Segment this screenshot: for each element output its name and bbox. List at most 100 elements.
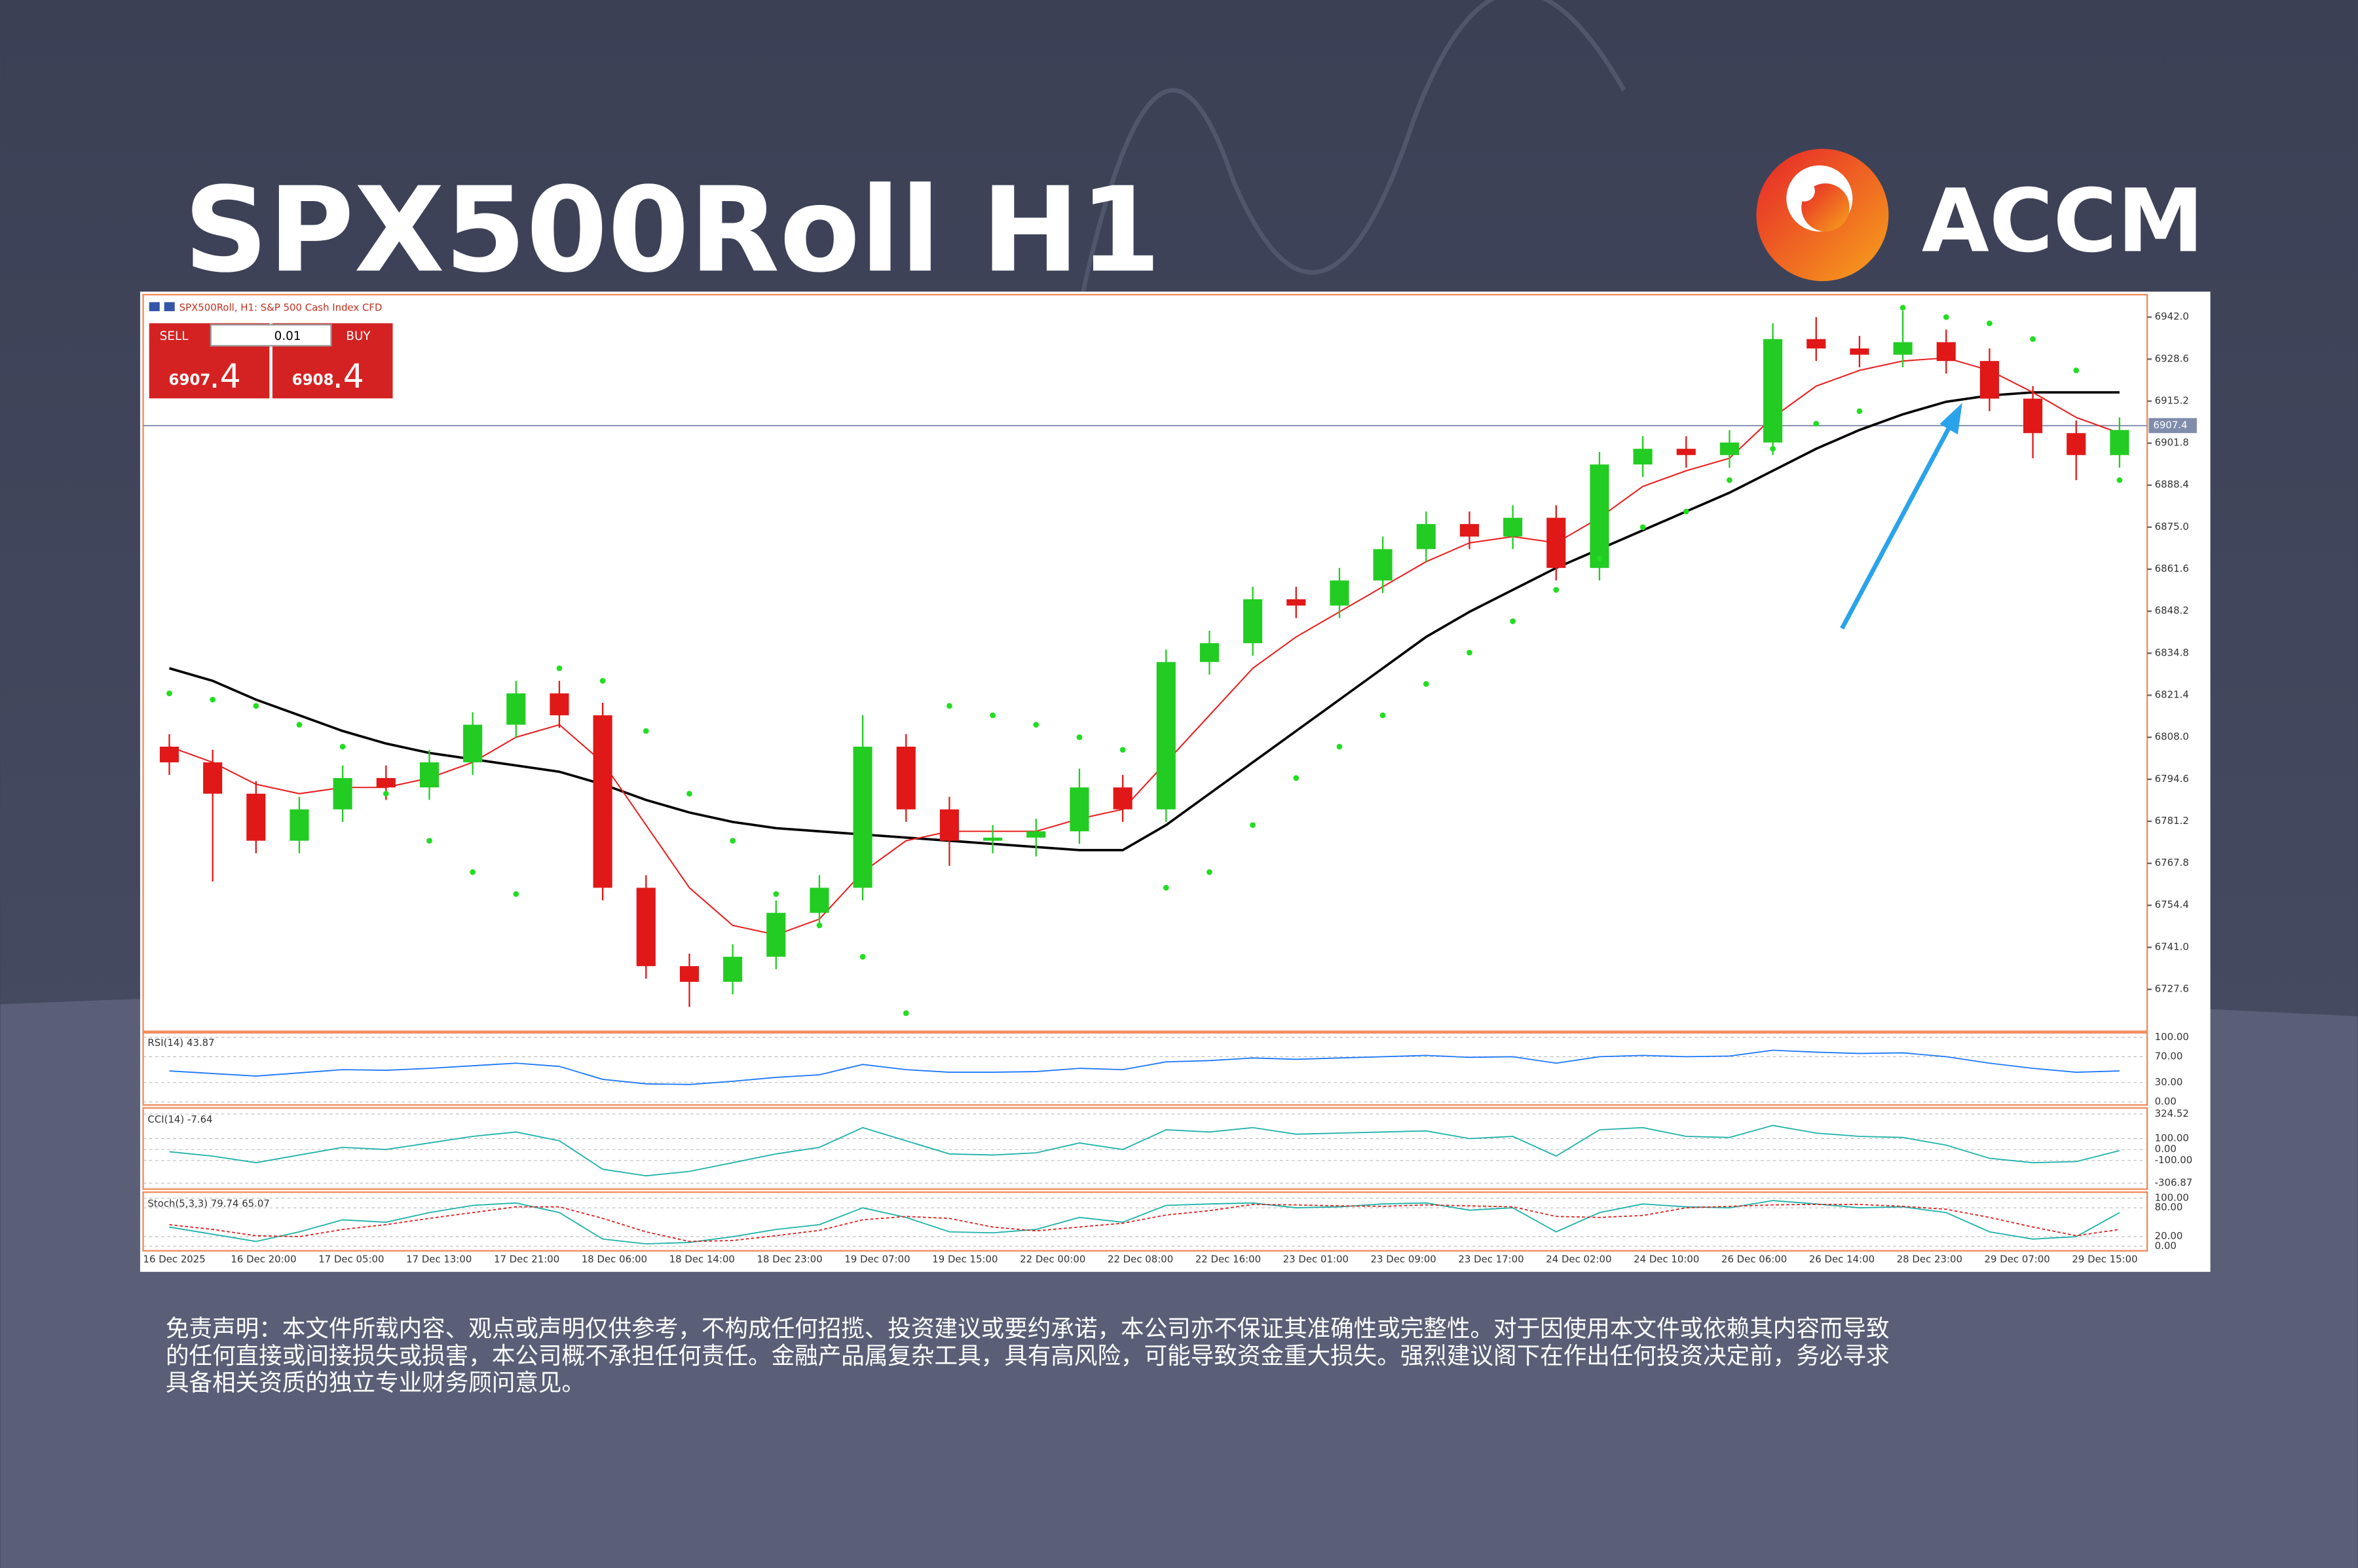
x-tick-label: 22 Dec 00:00 (1020, 1253, 1085, 1265)
indicator-tick-label: 100.00 (2155, 1031, 2189, 1043)
x-tick-label: 19 Dec 07:00 (844, 1253, 910, 1265)
disclaimer-line: 具备相关资质的独立专业财务顾问意见。 (166, 1370, 585, 1396)
candle-body (1070, 787, 1089, 832)
sar-dot (426, 838, 432, 844)
y-tick-label: 6834.8 (2155, 646, 2189, 658)
x-tick-label: 28 Dec 23:00 (1897, 1253, 1962, 1265)
sar-dot (166, 690, 172, 696)
indicator-tick-label: 20.00 (2155, 1230, 2183, 1242)
candle-body (1806, 339, 1826, 349)
candle-body (1590, 464, 1609, 569)
candle-body (1416, 524, 1436, 550)
y-tick-label: 6781.2 (2155, 815, 2189, 827)
candle-body (1979, 361, 1999, 399)
candle-body (376, 777, 396, 788)
candle-body (1546, 517, 1566, 569)
sar-dot (730, 838, 736, 844)
indicator-tick-label: 80.00 (2155, 1201, 2183, 1213)
candle-body (896, 746, 916, 810)
candle-body (2023, 398, 2043, 434)
sar-dot (1033, 722, 1039, 728)
candle-body (766, 912, 786, 957)
sar-dot (686, 791, 692, 797)
panel-border (142, 1107, 2148, 1190)
sar-dot (859, 954, 866, 960)
candle-body (246, 793, 266, 841)
panel-border (142, 293, 2148, 1032)
logo-text: ACCM (1922, 170, 2204, 272)
indicator-label: Stoch(5,3,3) 79.74 65.07 (147, 1198, 269, 1210)
candle-body (723, 956, 743, 982)
candle-body (810, 887, 829, 913)
candle-body (1286, 599, 1306, 606)
sar-dot (470, 869, 476, 875)
moving-average (169, 357, 2120, 936)
sar-dot (1900, 305, 1906, 311)
x-tick-label: 16 Dec 2025 (143, 1253, 206, 1265)
sar-dot (253, 703, 259, 709)
sar-dot (1423, 681, 1429, 687)
x-tick-label: 24 Dec 10:00 (1634, 1253, 1699, 1265)
x-tick-label: 17 Dec 21:00 (494, 1253, 559, 1265)
disclaimer: 免责声明：本文件所载内容、观点或声明仅供参考，不构成任何招揽、投资建议或要约承诺… (166, 1316, 1890, 1397)
candle-body (593, 715, 612, 888)
x-tick-label: 22 Dec 16:00 (1195, 1253, 1261, 1265)
sar-dot (339, 743, 346, 750)
sell-label: SELL (160, 329, 189, 343)
sar-dot (513, 891, 519, 897)
indicator-tick-label: 70.00 (2155, 1050, 2183, 1062)
annotation-arrow (1840, 403, 1962, 630)
sar-dot (1987, 320, 1993, 327)
trade-panel[interactable]: SELL BUY 0.01 6907 .4 6908 .4 (149, 323, 393, 399)
y-tick-label: 6928.6 (2155, 352, 2189, 364)
sar-dot (1336, 743, 1343, 750)
logo-mark (1793, 180, 1815, 202)
sar-dot (1510, 618, 1516, 624)
indicator-label: CCI(14) -7.64 (147, 1113, 212, 1125)
y-tick-label: 6888.4 (2155, 479, 2189, 491)
x-tick-label: 18 Dec 14:00 (669, 1253, 735, 1265)
candle-body (203, 762, 223, 794)
indicator-line (169, 1200, 2120, 1245)
sar-dot (1639, 524, 1646, 531)
y-tick-label: 6861.6 (2155, 563, 2189, 574)
y-tick-label: 6942.0 (2155, 310, 2189, 322)
candle-body (1719, 442, 1739, 455)
sar-dot (643, 728, 649, 734)
candle-body (333, 777, 352, 810)
lot-input[interactable] (210, 324, 332, 347)
x-tick-label: 23 Dec 09:00 (1371, 1253, 1436, 1265)
indicator-tick-label: -100.00 (2155, 1154, 2193, 1166)
candle-body (2110, 430, 2129, 455)
indicator-tick-label: -306.87 (2155, 1176, 2193, 1188)
x-tick-label: 23 Dec 01:00 (1283, 1253, 1349, 1265)
sar-dot (1943, 314, 1949, 320)
icon (164, 302, 175, 312)
indicator-tick-label: 100.00 (2155, 1132, 2189, 1144)
candle-body (1373, 549, 1393, 581)
candle-body (1156, 662, 1176, 810)
candle-body (1199, 643, 1220, 662)
candle-body (1676, 449, 1696, 455)
x-tick-label: 18 Dec 23:00 (757, 1253, 823, 1265)
sar-dot (1727, 477, 1732, 483)
sar-dot (383, 791, 389, 797)
candle-body (1936, 342, 1956, 362)
chart-header: SPX500Roll, H1: S&P 500 Cash Index CFD (179, 302, 383, 314)
sar-dot (1553, 587, 1560, 593)
sar-dot (1076, 734, 1083, 740)
indicator-line (169, 1125, 2120, 1177)
indicator-tick-label: 100.00 (2155, 1191, 2189, 1203)
y-tick-label: 6794.6 (2155, 773, 2189, 785)
sar-dot (556, 665, 563, 671)
logo: ACCM (1756, 149, 2204, 282)
x-tick-label: 26 Dec 06:00 (1721, 1253, 1787, 1265)
candle-body (853, 746, 872, 888)
candle-body (159, 746, 179, 762)
y-tick-label: 6767.8 (2155, 857, 2189, 868)
candle-body (1243, 599, 1263, 644)
sar-dot (1119, 747, 1126, 753)
candle-body (290, 809, 309, 841)
y-tick-label: 6901.8 (2155, 437, 2189, 449)
indicator-tick-label: 30.00 (2155, 1076, 2183, 1088)
